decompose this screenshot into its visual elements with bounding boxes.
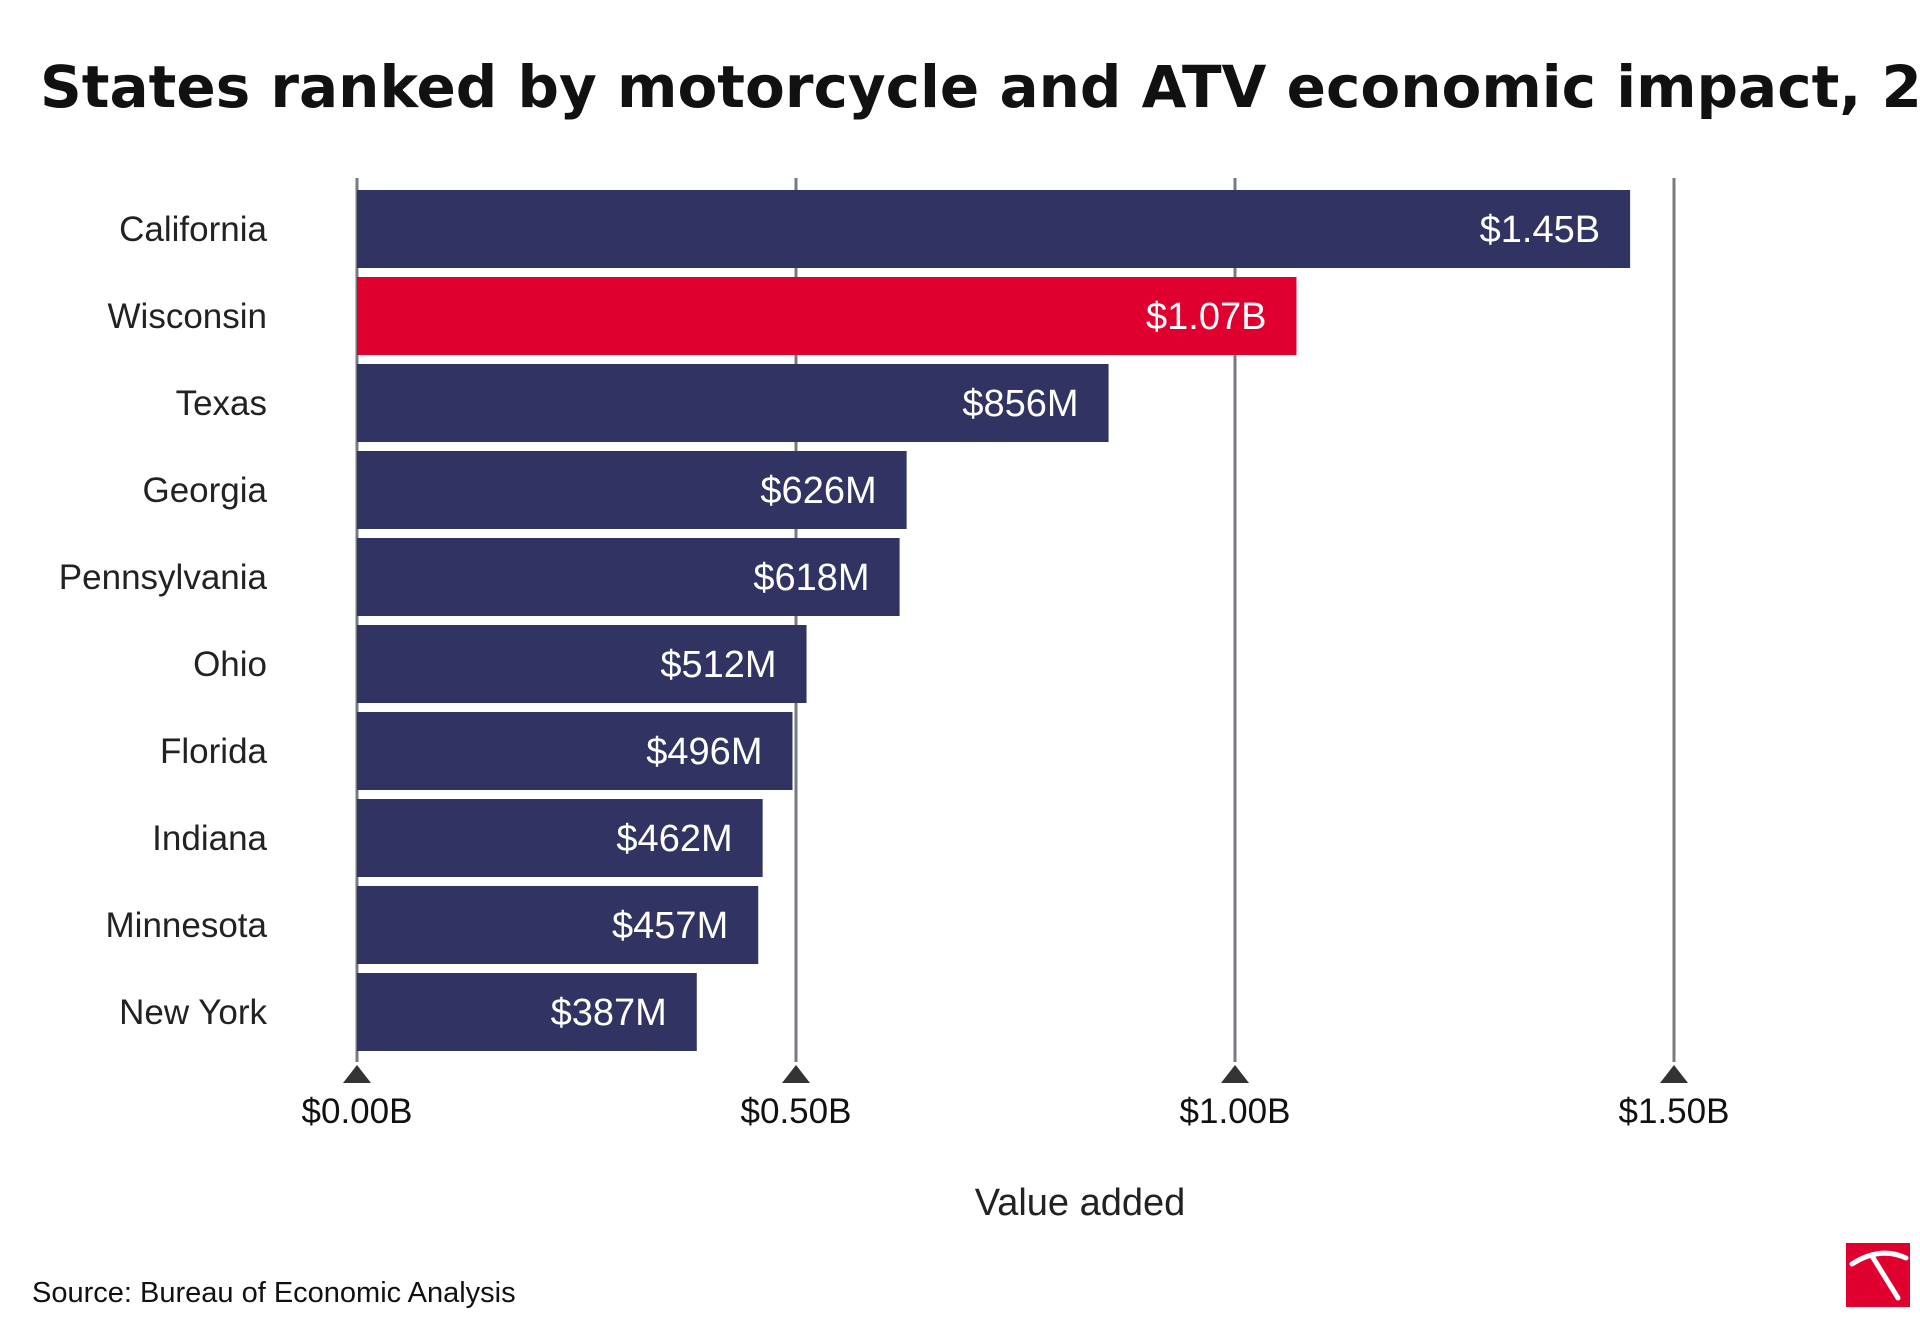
category-label: Florida: [160, 732, 268, 771]
category-label: Pennsylvania: [59, 558, 268, 597]
pickaxe-logo-icon: [1846, 1243, 1910, 1307]
bar-value-label: $856M: [962, 383, 1078, 425]
x-axis: $0.00B $0.50B $1.00B $1.50B: [302, 1065, 1730, 1131]
x-tick-label: $0.50B: [741, 1092, 852, 1131]
chart-title: States ranked by motorcycle and ATV econ…: [40, 53, 1920, 121]
category-label: Minnesota: [106, 906, 268, 945]
category-label: Texas: [176, 384, 267, 423]
bar-georgia: [357, 451, 907, 529]
category-label: Wisconsin: [108, 297, 267, 336]
category-label: Indiana: [152, 819, 267, 858]
bar-texas: [357, 364, 1109, 442]
bar-value-label: $1.45B: [1480, 209, 1600, 251]
source-note: Source: Bureau of Economic Analysis: [32, 1277, 516, 1309]
bars: $1.45B California $1.07B Wisconsin $856M Texa…: [59, 190, 1631, 1051]
bar-indiana: [357, 799, 763, 877]
category-label: Georgia: [142, 471, 267, 510]
bar-minnesota: [357, 886, 759, 964]
bar-value-label: $512M: [660, 644, 776, 686]
bar-value-label: $1.07B: [1146, 296, 1266, 338]
bar-pennsylvania: [357, 538, 900, 616]
bar-value-label: $457M: [612, 905, 728, 947]
tick-marker: [1221, 1065, 1249, 1083]
bar-value-label: $462M: [616, 818, 732, 860]
tick-marker: [782, 1065, 810, 1083]
tick-marker: [343, 1065, 371, 1083]
x-tick-label: $0.00B: [302, 1092, 413, 1131]
bar-california: [357, 190, 1631, 268]
x-tick-label: $1.00B: [1180, 1092, 1291, 1131]
bar-ohio: [357, 625, 807, 703]
bar-new-york: [357, 973, 697, 1051]
x-tick-label: $1.50B: [1619, 1092, 1730, 1131]
tick-marker: [1660, 1065, 1688, 1083]
bar-value-label: $618M: [753, 557, 869, 599]
x-axis-title: Value added: [975, 1182, 1186, 1224]
bar-value-label: $496M: [646, 731, 762, 773]
bar-wisconsin: [357, 277, 1297, 355]
bar-value-label: $626M: [760, 470, 876, 512]
bar-florida: [357, 712, 793, 790]
category-label: Ohio: [193, 645, 267, 684]
bar-value-label: $387M: [551, 992, 667, 1034]
category-label: California: [119, 210, 267, 249]
category-label: New York: [119, 993, 267, 1032]
